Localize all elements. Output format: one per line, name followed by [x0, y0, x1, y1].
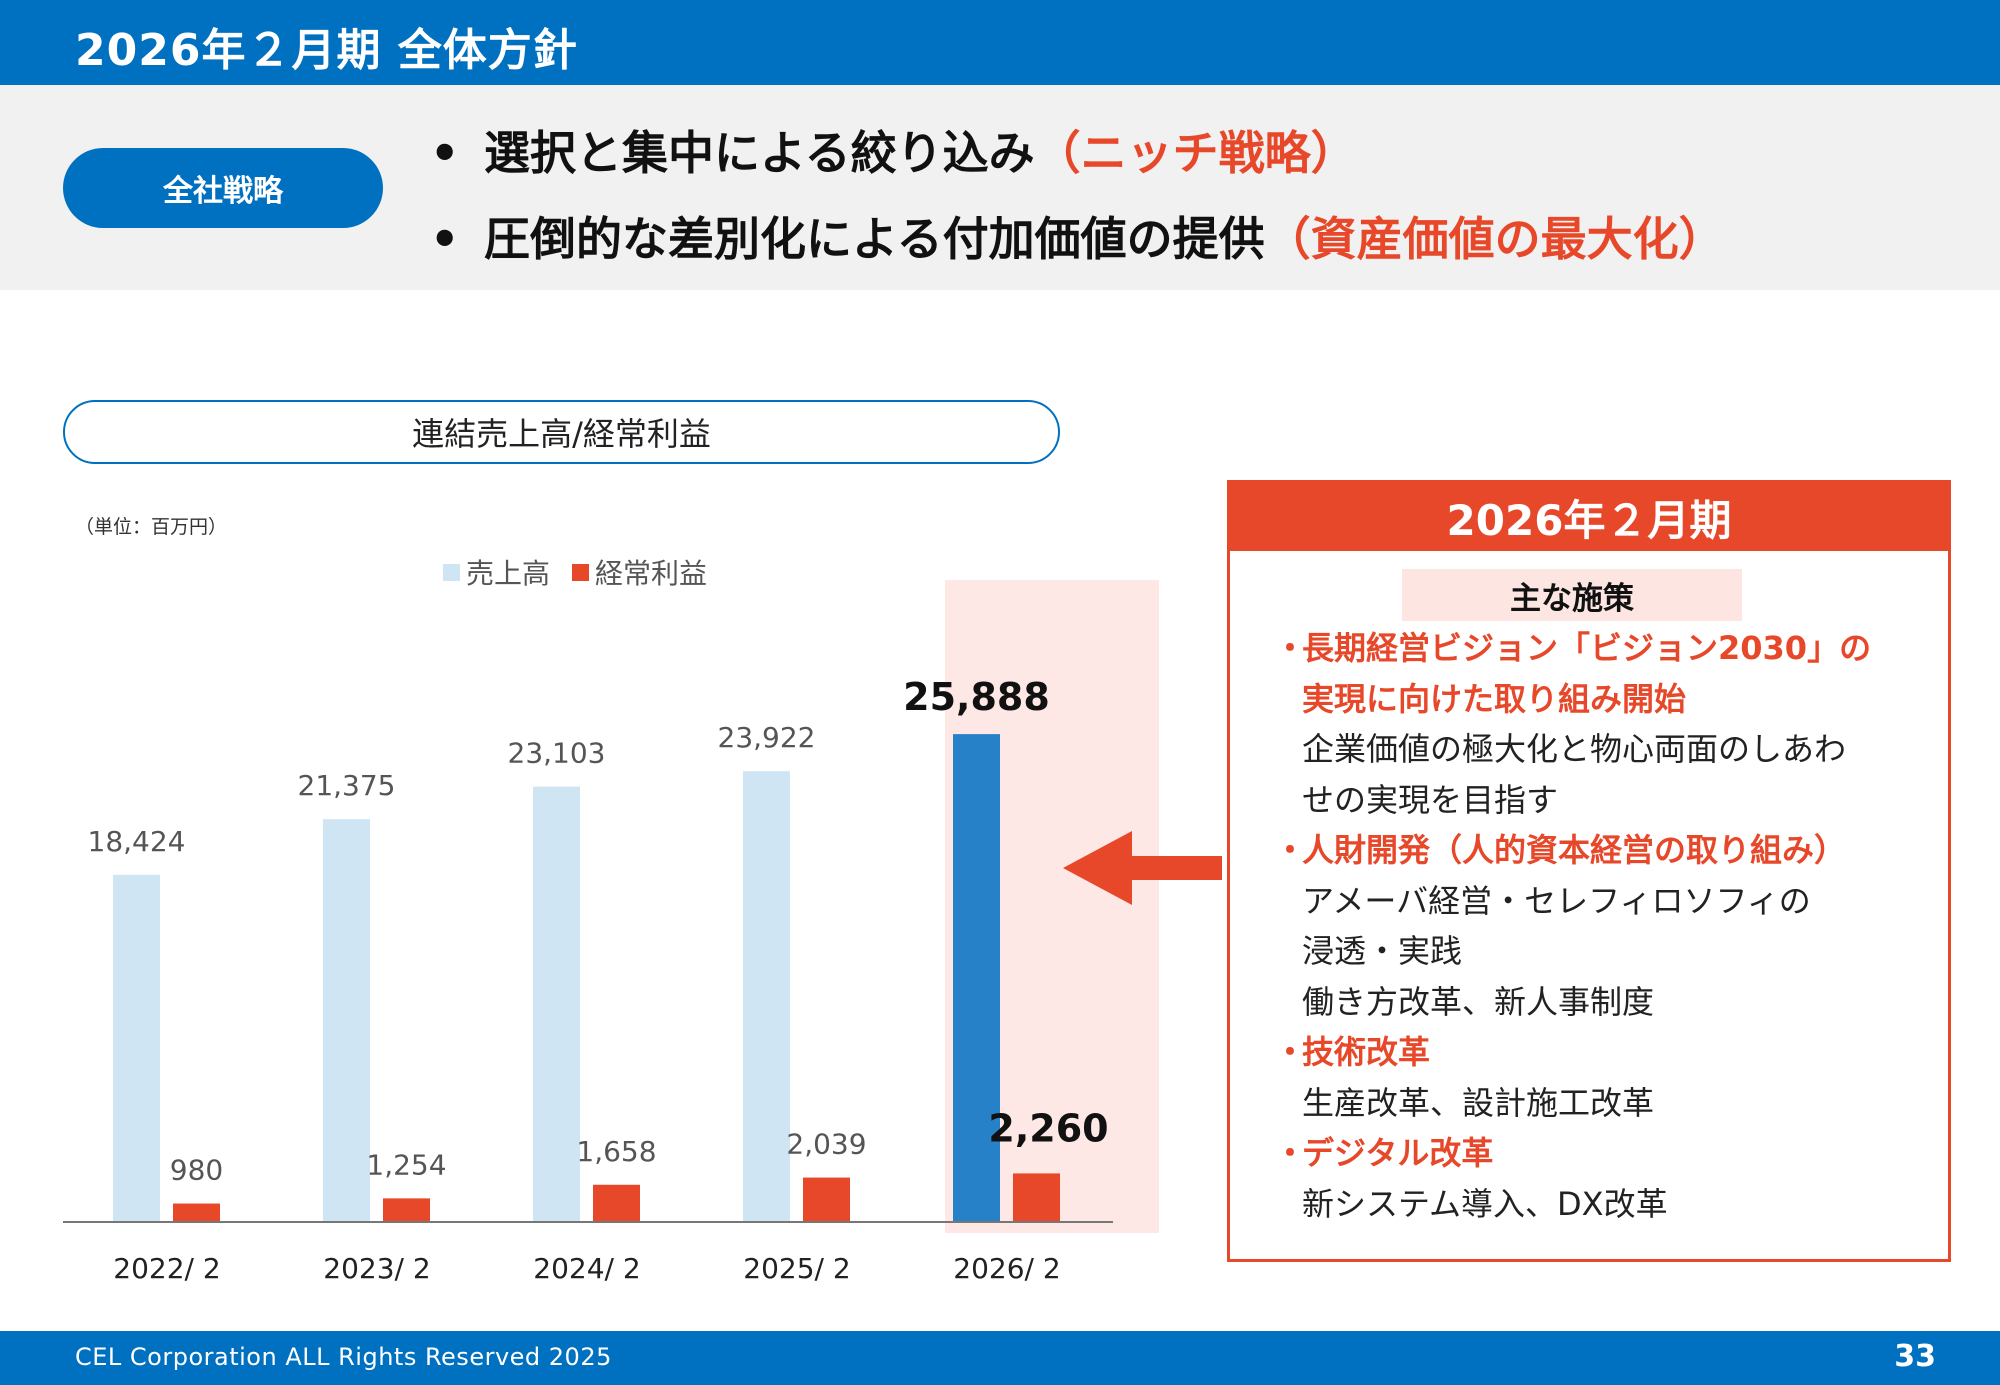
legend-swatch-sales — [443, 563, 460, 581]
measure-heading-text: デジタル改革 — [1302, 1134, 1494, 1172]
left-arrow-icon — [1063, 831, 1222, 905]
profit-data-label: 1,658 — [576, 1135, 656, 1168]
bullet-icon: ・ — [1274, 1033, 1307, 1071]
sales-data-label: 25,888 — [903, 675, 1050, 719]
measure-heading-text: 実現に向けた取り組み開始 — [1302, 679, 1687, 718]
sales-bar — [533, 786, 580, 1222]
strategy-accent: （ニッチ戦略） — [1034, 126, 1357, 180]
measure-detail: 浸透・実践 — [1302, 932, 1463, 970]
sales-data-label: 18,424 — [88, 825, 186, 858]
profit-bar — [803, 1177, 850, 1222]
measure-detail: 働き方改革、新人事制度 — [1302, 982, 1655, 1021]
bullet-icon: ・ — [1274, 629, 1307, 667]
strategy-text: 選択と集中による絞り込み — [484, 126, 1035, 180]
measure-detail: 企業価値の極大化と物心両面のしあわ — [1302, 730, 1847, 768]
x-tick-label: 2026/ 2 — [953, 1252, 1060, 1285]
page-number: 33 — [1894, 1339, 1936, 1374]
bullet-icon: • — [430, 212, 460, 266]
unit-label: （単位：百万円） — [75, 516, 228, 538]
sales-bar — [113, 874, 160, 1222]
profit-bar — [1013, 1173, 1060, 1222]
sales-bar — [323, 819, 370, 1222]
x-tick-label: 2022/ 2 — [113, 1252, 220, 1285]
measure-heading: ・長期経営ビジョン「ビジョン2030」の — [1274, 623, 1938, 674]
strategy-accent: （資産価値の最大化） — [1264, 212, 1725, 266]
bullet-icon: ・ — [1274, 1134, 1307, 1172]
sales-data-label: 23,922 — [718, 721, 816, 754]
header-bar: 2026年２月期 全体方針 — [0, 0, 2000, 85]
sales-bar — [743, 771, 790, 1222]
profit-data-label: 2,039 — [786, 1128, 866, 1161]
measure-heading-text: 人財開発（人的資本経営の取り組み） — [1302, 831, 1847, 869]
measure-detail: アメーバ経営・セレフィロソフィの — [1302, 881, 1811, 920]
strategy-line-1: • 選択と集中による絞り込み（ニッチ戦略） — [430, 117, 1357, 183]
panel-title: 2026年２月期 — [1230, 483, 1948, 551]
measure-heading: 実現に向けた取り組み開始 — [1274, 674, 1938, 725]
legend-label: 売上高 — [466, 557, 551, 590]
profit-bar — [173, 1203, 220, 1222]
measures-panel: 2026年２月期 主な施策 ・長期経営ビジョン「ビジョン2030」の 実現に向けた… — [1227, 480, 1951, 1262]
x-tick-label: 2024/ 2 — [533, 1252, 640, 1285]
profit-data-label: 980 — [170, 1154, 223, 1187]
measures-list: ・長期経営ビジョン「ビジョン2030」の 実現に向けた取り組み開始 企業価値の極大化… — [1274, 623, 1938, 1229]
strategy-line-2: • 圧倒的な差別化による付加価値の提供（資産価値の最大化） — [430, 203, 1725, 269]
profit-bar — [383, 1198, 430, 1222]
copyright-text: CEL Corporation ALL Rights Reserved 2025 — [75, 1343, 612, 1371]
strategy-label: 全社戦略 — [63, 148, 383, 228]
chart-title: 連結売上高/経常利益 — [63, 400, 1060, 464]
legend-item-profit: 経常利益 — [572, 552, 707, 592]
strategy-text: 圧倒的な差別化による付加価値の提供 — [484, 212, 1265, 266]
measure-heading: ・デジタル改革 — [1274, 1128, 1938, 1179]
page-title: 2026年２月期 全体方針 — [75, 25, 578, 76]
measure-heading-text: 長期経営ビジョン「ビジョン2030」の — [1302, 629, 1872, 667]
profit-data-label: 2,260 — [988, 1106, 1108, 1150]
panel-subtitle: 主な施策 — [1402, 569, 1742, 621]
sales-data-label: 23,103 — [508, 737, 606, 770]
x-tick-label: 2025/ 2 — [743, 1252, 850, 1285]
footer-bar: CEL Corporation ALL Rights Reserved 2025… — [0, 1331, 2000, 1385]
bullet-icon: • — [430, 126, 460, 180]
measure-detail: 生産改革、設計施工改革 — [1302, 1083, 1655, 1122]
measure-detail: 新システム導入、DX改革 — [1302, 1184, 1668, 1223]
chart-legend: 売上高 経常利益 — [443, 552, 707, 592]
measure-heading-text: 技術改革 — [1302, 1033, 1431, 1071]
sales-bar — [953, 734, 1000, 1222]
measure-heading: ・人財開発（人的資本経営の取り組み） — [1274, 825, 1938, 876]
sales-data-label: 21,375 — [298, 769, 396, 802]
profit-bar — [593, 1184, 640, 1222]
x-tick-label: 2023/ 2 — [323, 1252, 430, 1285]
measure-heading: ・技術改革 — [1274, 1027, 1938, 1078]
legend-swatch-profit — [572, 563, 590, 581]
bullet-icon: ・ — [1274, 831, 1307, 869]
profit-data-label: 1,254 — [366, 1148, 446, 1181]
legend-label: 経常利益 — [595, 557, 708, 590]
measure-detail: せの実現を目指す — [1302, 780, 1559, 819]
legend-item-sales: 売上高 — [443, 552, 550, 592]
